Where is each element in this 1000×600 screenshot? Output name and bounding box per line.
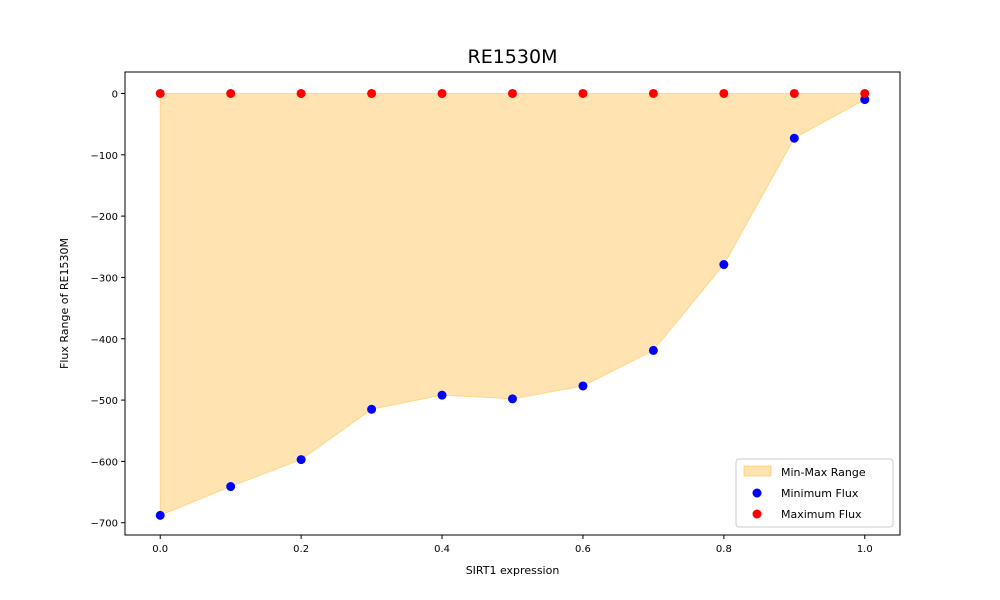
x-axis: 0.0 0.2 0.4 0.6 0.8 1.0 [152, 535, 873, 555]
min-max-range-fill [159, 92, 866, 517]
minimum-flux-point [648, 345, 658, 355]
legend-label-min: Minimum Flux [781, 487, 859, 500]
maximum-flux-point [226, 88, 236, 98]
maximum-flux-point [860, 88, 870, 98]
minimum-flux-point [719, 260, 729, 270]
maximum-flux-point [789, 88, 799, 98]
x-tick-label: 0.0 [152, 544, 168, 555]
maximum-flux-point [296, 88, 306, 98]
minimum-flux-point [578, 381, 588, 391]
maximum-flux-point [578, 88, 588, 98]
legend-label-max: Maximum Flux [781, 508, 862, 521]
y-tick-label: −200 [91, 212, 118, 223]
minimum-flux-point [508, 394, 517, 404]
minimum-flux-point [367, 404, 377, 414]
minimum-flux-point [296, 455, 306, 465]
legend-swatch-range [743, 465, 772, 477]
x-axis-label: SIRT1 expression [466, 564, 560, 577]
legend-marker-max [752, 509, 762, 519]
x-tick-label: 1.0 [857, 544, 873, 555]
y-tick-label: −600 [91, 457, 118, 468]
legend-label-range: Min-Max Range [781, 466, 866, 479]
maximum-flux-point [155, 88, 165, 98]
x-tick-label: 0.2 [293, 544, 309, 555]
y-tick-label: −100 [91, 151, 118, 162]
x-tick-label: 0.4 [434, 544, 450, 555]
maximum-flux-point [367, 88, 377, 98]
plot-frame [124, 71, 901, 536]
y-tick-label: −400 [91, 335, 118, 346]
y-axis-label: Flux Range of RE1530M [58, 238, 71, 369]
minimum-flux-point [226, 482, 236, 492]
legend-box [735, 458, 894, 528]
maximum-flux-point [437, 88, 447, 98]
minimum-flux-point [789, 133, 799, 143]
y-tick-label: −500 [91, 396, 118, 407]
minimum-flux-point [437, 390, 447, 400]
legend: Min-Max Range Minimum Flux Maximum Flux [735, 458, 894, 528]
y-tick-label: −700 [91, 519, 118, 530]
minimum-flux-point [155, 510, 165, 520]
x-tick-label: 0.6 [575, 544, 591, 555]
chart-title: RE1530M [468, 46, 558, 68]
y-tick-label: −300 [91, 273, 118, 284]
x-tick-label: 0.8 [716, 544, 732, 555]
y-axis: 0 −100 −200 −300 −400 −500 −600 −700 [91, 89, 125, 530]
maximum-flux-series [155, 88, 870, 98]
min-max-range-band [159, 92, 866, 517]
maximum-flux-point [648, 88, 658, 98]
maximum-flux-point [719, 88, 729, 98]
maximum-flux-point [508, 88, 517, 98]
y-tick-label: 0 [112, 89, 118, 100]
legend-marker-min [752, 488, 762, 498]
